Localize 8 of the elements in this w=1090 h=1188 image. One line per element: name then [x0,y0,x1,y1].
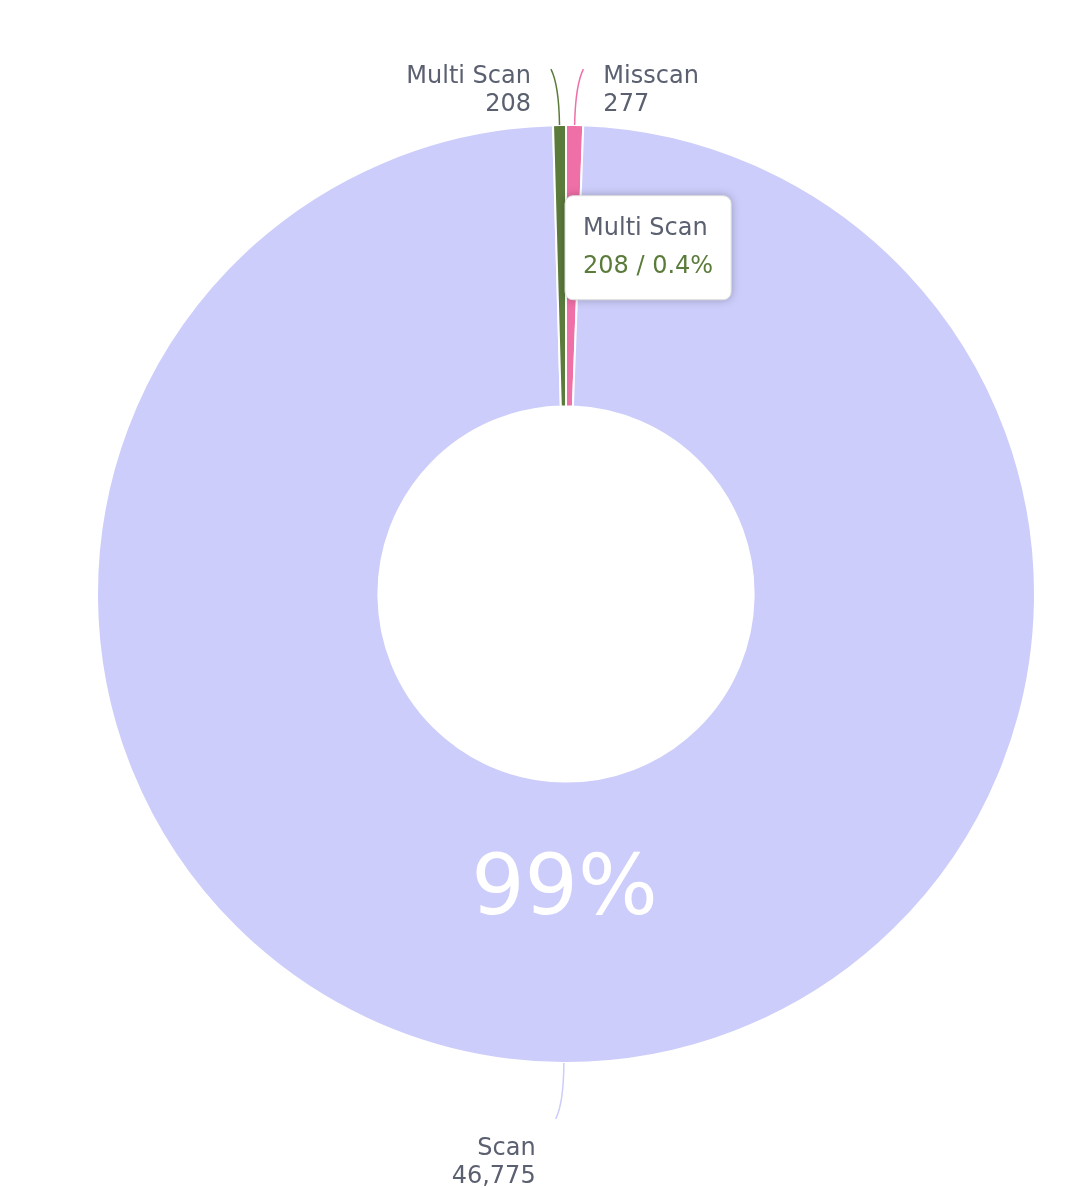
data-label: 208 [485,89,531,118]
text: 208 / 0.4% [583,250,714,279]
text: Multi Scan [583,212,708,241]
slice-label: Misscan [603,61,699,90]
data-label: 46,775 [451,1161,536,1188]
data-label: 277 [603,89,650,118]
slice-label: Multi Scan [406,61,531,90]
slice-label: Scan [477,1133,536,1162]
